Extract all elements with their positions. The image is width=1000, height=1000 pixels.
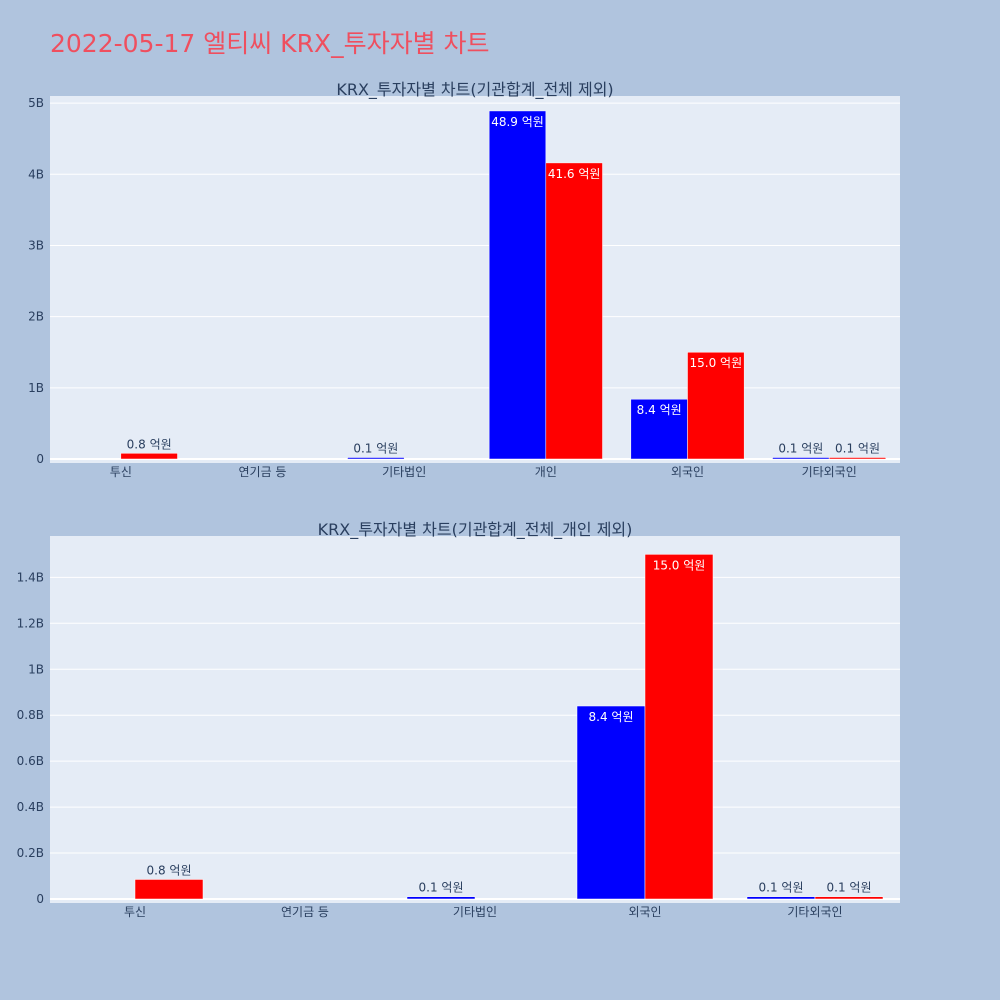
bar[interactable] (576, 705, 646, 900)
y-tick-label: 0.6B (17, 754, 44, 768)
x-tick-label: 기타법인 (382, 465, 426, 479)
y-tick-label: 4B (28, 167, 44, 181)
x-tick-label: 기타외국인 (787, 905, 842, 919)
data-label: 41.6 억원 (548, 167, 601, 181)
bar[interactable] (406, 896, 476, 900)
x-tick-label: 투신 (124, 905, 146, 919)
y-tick-label: 0.8B (17, 708, 44, 722)
data-label: 0.8 억원 (147, 863, 192, 877)
chart-title: KRX_투자자별 차트(기관합계_전체 제외) (336, 80, 613, 100)
data-label: 0.8 억원 (127, 437, 172, 451)
page-title: 2022-05-17 엘티씨 KRX_투자자별 차트 (50, 29, 490, 58)
y-tick-label: 1.2B (17, 616, 44, 630)
bar[interactable] (814, 896, 884, 900)
chart-1: 0 1B 2B 3B 4B 5B KRX_투자자별 차트(기관합계_전체 제외) 투신 0.8 … (28, 80, 900, 479)
plot-area (50, 536, 900, 903)
y-tick-label: 0.2B (17, 846, 44, 860)
data-label: 8.4 억원 (589, 710, 634, 724)
data-label: 8.4 억원 (637, 403, 682, 417)
data-label: 48.9 억원 (491, 115, 544, 129)
data-label: 0.1 억원 (759, 881, 804, 895)
data-label: 15.0 억원 (653, 558, 706, 572)
y-tick-label: 1.4B (17, 570, 44, 584)
bar[interactable] (488, 110, 547, 460)
y-tick-label: 0.4B (17, 800, 44, 814)
x-tick-label: 외국인 (671, 465, 704, 479)
x-tick-label: 기타법인 (453, 905, 497, 919)
bar[interactable] (134, 879, 204, 900)
y-tick-label: 1B (28, 662, 44, 676)
bar[interactable] (828, 457, 887, 460)
x-tick-label: 기타외국인 (802, 465, 857, 479)
bar[interactable] (545, 162, 603, 460)
data-label: 0.1 억원 (778, 442, 823, 456)
plot-area (50, 96, 900, 463)
bar[interactable] (644, 554, 714, 900)
y-tick-label: 5B (28, 96, 44, 110)
bar[interactable] (746, 896, 816, 900)
bar[interactable] (687, 351, 745, 460)
bar[interactable] (347, 457, 405, 460)
x-tick-label: 개인 (535, 465, 557, 479)
data-label: 0.1 억원 (353, 442, 398, 456)
y-tick-label: 3B (28, 238, 44, 252)
x-tick-label: 투신 (110, 465, 132, 479)
y-tick-label: 2B (28, 310, 44, 324)
chart-2: 0 0.2B 0.4B 0.6B 0.8B 1B 1.2B 1.4B KRX_투자자별 차트(기… (17, 520, 900, 919)
data-label: 15.0 억원 (690, 356, 743, 370)
y-tick-label: 0 (36, 892, 44, 906)
x-tick-label: 연기금 등 (281, 905, 329, 919)
bar[interactable] (772, 457, 830, 460)
data-label: 0.1 억원 (419, 881, 464, 895)
chart-title: KRX_투자자별 차트(기관합계_전체_개인 제외) (318, 520, 633, 540)
x-tick-label: 연기금 등 (239, 465, 287, 479)
y-tick-label: 0 (36, 452, 44, 466)
data-label: 0.1 억원 (835, 442, 880, 456)
bar[interactable] (120, 453, 178, 460)
x-tick-label: 외국인 (628, 905, 661, 919)
y-tick-label: 1B (28, 381, 44, 395)
data-label: 0.1 억원 (827, 881, 872, 895)
